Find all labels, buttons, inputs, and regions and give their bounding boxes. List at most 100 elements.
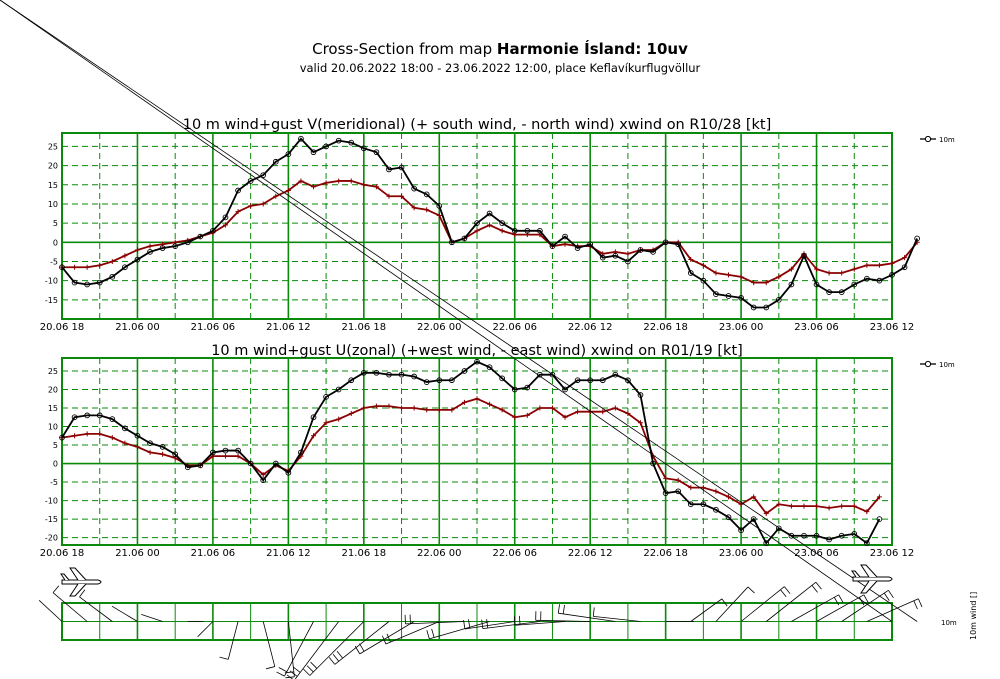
wind-point [650, 460, 656, 467]
y-tick-label: -15 [45, 296, 58, 305]
wind-point [222, 214, 229, 221]
wind-point [486, 210, 493, 217]
gust-point [474, 228, 480, 234]
wind-point [210, 449, 216, 456]
series-line-wind [61, 360, 881, 545]
wind-point [323, 143, 329, 150]
wind-barb-feather [52, 585, 60, 593]
wind-point [725, 514, 732, 521]
x-tick-label: 21.06 00 [115, 322, 160, 333]
wind-point [159, 245, 166, 251]
wind-barb-feather [784, 586, 791, 594]
wind-barb [515, 621, 566, 626]
wind-barb-feather [431, 628, 435, 638]
gust-point [323, 180, 329, 186]
gust-point [72, 433, 78, 439]
gust-point [411, 405, 417, 411]
plane-body [852, 576, 893, 582]
series-line-gust [61, 397, 881, 515]
gust-point [399, 193, 405, 199]
wind-point [310, 149, 317, 156]
wind-point [197, 233, 204, 240]
wind-point [96, 412, 103, 419]
wind-barb-feather [562, 604, 565, 614]
wind-barb [197, 621, 214, 638]
gust-point [222, 222, 228, 228]
gust-point [562, 241, 568, 247]
gust-point [726, 272, 732, 278]
gust-point [499, 228, 505, 234]
wind-point [662, 239, 669, 246]
wind-point [562, 233, 568, 240]
wind-point [524, 227, 531, 234]
wind-point [599, 254, 606, 261]
gust-point [84, 264, 90, 270]
wind-point [235, 447, 241, 454]
x-tick-label: 22.06 00 [417, 548, 462, 559]
gust-point [298, 178, 304, 184]
wind-point [499, 220, 506, 226]
wind-point [197, 462, 204, 469]
wind-barb [740, 586, 785, 622]
wind-point [750, 516, 757, 522]
gust-point [134, 247, 140, 253]
y-tick-label: 10 [48, 423, 58, 432]
gust-point [864, 262, 870, 268]
gust-point [738, 274, 744, 280]
gust-point [889, 260, 895, 266]
gust-point [97, 431, 103, 437]
title-prefix: Cross-Section from map [312, 40, 497, 58]
gust-point [285, 188, 291, 194]
gust-point [273, 193, 279, 199]
title-bold: Harmonie Ísland: 10uv [496, 40, 688, 58]
wind-barb [52, 592, 88, 622]
gust-point [235, 209, 241, 215]
wind-point [448, 377, 455, 384]
wind-point [725, 293, 732, 299]
barb-legend-label: 10m [941, 619, 957, 627]
wind-barb-feather [426, 630, 430, 639]
wind-point [360, 145, 367, 152]
wind-point [775, 296, 782, 303]
wind-point [109, 273, 116, 280]
wind-point [813, 281, 820, 288]
gust-point [751, 280, 757, 286]
gust-point [663, 475, 669, 481]
gust-point [361, 182, 367, 188]
wind-barb [111, 605, 138, 622]
gust-point [399, 405, 405, 411]
wind-point [763, 304, 770, 311]
wind-point [436, 377, 443, 384]
wind-point [247, 178, 254, 184]
gust-point [235, 453, 241, 459]
plot-frame [61, 132, 893, 320]
wind-point [172, 243, 179, 249]
wind-point [587, 241, 594, 248]
wind-point [851, 531, 858, 537]
wind-point [876, 516, 883, 522]
gust-point [147, 449, 153, 455]
wind-point [574, 377, 581, 384]
wind-point [423, 379, 430, 385]
gust-point [700, 485, 706, 491]
chart-title: 10 m wind+gust U(zonal) (+west wind, - e… [211, 343, 743, 359]
chart-panel-1: 25 20 15 10 5 0 -5 -10 -15 20.06 18 21.06 00 21.06 … [40, 117, 955, 333]
wind-barb [141, 613, 163, 622]
gust-point [763, 511, 769, 517]
page-title: Cross-Section from map Harmonie Ísland: … [0, 40, 1000, 58]
wind-barb-strip: 10m 10m wind [] [0, 0, 978, 679]
gust-point [386, 403, 392, 409]
wind-point [650, 249, 656, 255]
wind-point [134, 432, 141, 439]
gust-point [449, 407, 455, 413]
wind-point [184, 464, 191, 471]
wind-point [373, 369, 380, 376]
y-tick-label: 5 [53, 441, 58, 450]
wind-barb-feather [310, 661, 318, 669]
wind-point [59, 264, 65, 271]
wind-barb [227, 621, 239, 660]
wind-point [486, 364, 493, 371]
wind-point [637, 392, 644, 398]
wind-point [876, 277, 883, 284]
wind-point [147, 249, 153, 255]
